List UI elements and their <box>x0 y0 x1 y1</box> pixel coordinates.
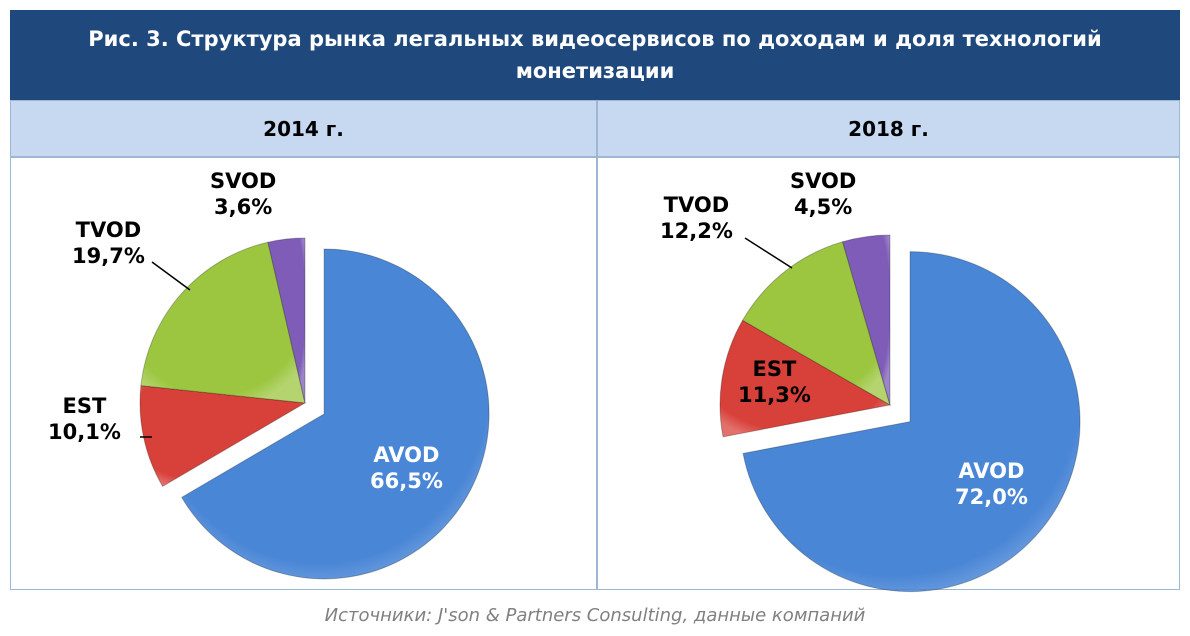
pie-slice-est-2014 <box>139 385 307 488</box>
pie-slice-svod-2018 <box>841 234 891 406</box>
pie-slice-svod-2014 <box>267 237 306 404</box>
leader-tvod-2014 <box>151 261 191 291</box>
panel-header-2018: 2018 г. <box>597 100 1180 157</box>
pie-slice-est-2018 <box>719 319 892 438</box>
pie-slice-tvod-2018 <box>741 241 891 407</box>
chart-title: Рис. 3. Структура рынка легальных видеос… <box>10 10 1180 100</box>
label-est-2018: EST 11,3% <box>738 357 811 407</box>
leader-tvod-2018 <box>744 237 793 269</box>
panel-header-2014: 2014 г. <box>10 100 597 157</box>
label-avod-2018: AVOD 72,0% <box>955 459 1028 509</box>
label-est-2014: EST 10,1% <box>48 394 121 444</box>
label-avod-2014: AVOD 66,5% <box>370 443 443 493</box>
label-tvod-2018: TVOD 12,2% <box>660 193 733 243</box>
pie-slice-avod-2018 <box>742 251 1081 593</box>
label-svod-2018: SVOD 4,5% <box>790 169 857 219</box>
source-note: Источники: J'son & Partners Consulting, … <box>324 605 866 626</box>
label-tvod-2014: TVOD 19,7% <box>72 218 145 268</box>
label-svod-2014: SVOD 3,6% <box>210 169 277 219</box>
pie-slice-avod-2014 <box>181 248 490 580</box>
pie-slice-tvod-2014 <box>140 241 306 404</box>
